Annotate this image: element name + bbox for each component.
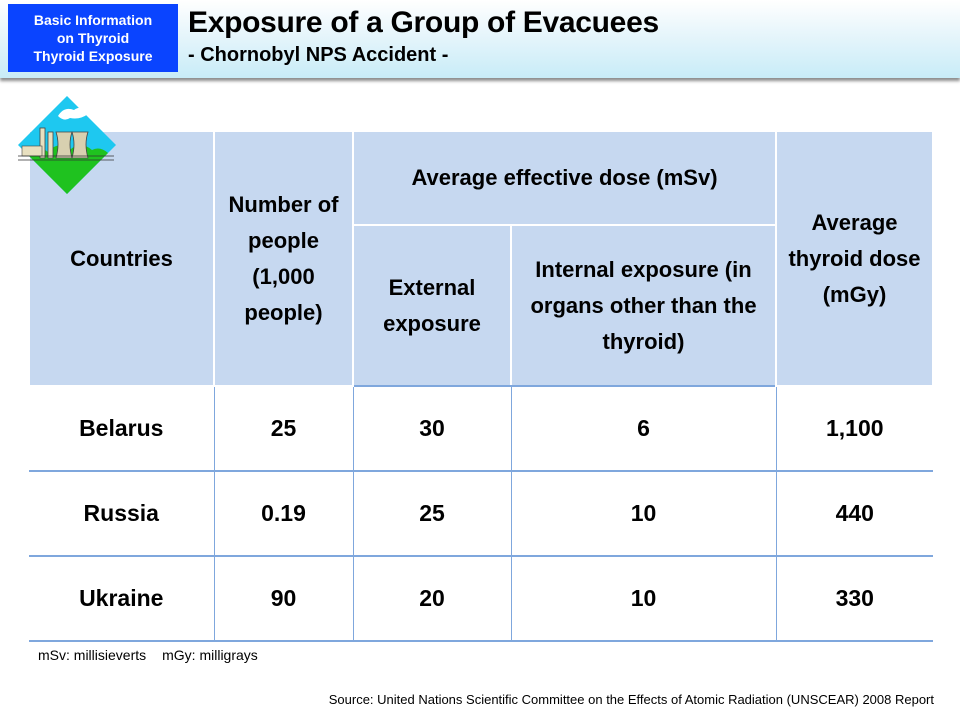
header-external-exposure: External exposure bbox=[352, 224, 512, 387]
header-number-of-people: Number of people (1,000 people) bbox=[213, 130, 354, 387]
cell-country: Belarus bbox=[29, 385, 215, 472]
table-row: Russia 0.19 25 10 440 bbox=[29, 470, 933, 557]
badge-line: Basic Information bbox=[33, 12, 153, 28]
msv-definition: mSv: millisieverts bbox=[38, 647, 147, 663]
cell-internal: 6 bbox=[510, 385, 777, 472]
cell-country: Russia bbox=[29, 470, 215, 557]
badge-line: on Thyroid bbox=[56, 30, 130, 46]
cell-external: 30 bbox=[352, 385, 512, 472]
cell-thyroid: 330 bbox=[775, 555, 933, 642]
source-citation: Source: United Nations Scientific Commit… bbox=[328, 692, 934, 707]
cell-thyroid: 440 bbox=[775, 470, 933, 557]
header-internal-exposure: Internal exposure (in organs other than … bbox=[510, 224, 777, 387]
header-thyroid-dose: Average thyroid dose (mGy) bbox=[775, 130, 934, 387]
unit-footnote: mSv: millisieverts mGy: milligrays bbox=[38, 647, 258, 663]
cell-external: 20 bbox=[352, 555, 512, 642]
cell-people: 90 bbox=[213, 555, 354, 642]
page-title: Exposure of a Group of Evacuees bbox=[188, 6, 659, 39]
badge-line: Thyroid Exposure bbox=[33, 48, 153, 64]
nuclear-power-plant-icon bbox=[18, 96, 116, 194]
cell-people: 25 bbox=[213, 385, 354, 472]
cell-people: 0.19 bbox=[213, 470, 354, 557]
header-effective-dose: Average effective dose (mSv) bbox=[352, 130, 777, 226]
slide-header: Basic Information on Thyroid Thyroid Exp… bbox=[0, 0, 960, 78]
cell-external: 25 bbox=[352, 470, 512, 557]
section-badge: Basic Information on Thyroid Thyroid Exp… bbox=[8, 4, 178, 72]
table-row: Ukraine 90 20 10 330 bbox=[29, 555, 933, 642]
mgy-definition: mGy: milligrays bbox=[162, 647, 258, 663]
cell-internal: 10 bbox=[510, 470, 777, 557]
cell-thyroid: 1,100 bbox=[775, 385, 933, 472]
cell-country: Ukraine bbox=[29, 555, 215, 642]
dose-table: Countries Number of people (1,000 people… bbox=[28, 130, 934, 642]
page-subtitle: - Chornobyl NPS Accident - bbox=[188, 44, 449, 66]
table-row: Belarus 25 30 6 1,100 bbox=[29, 385, 933, 472]
cell-internal: 10 bbox=[510, 555, 777, 642]
